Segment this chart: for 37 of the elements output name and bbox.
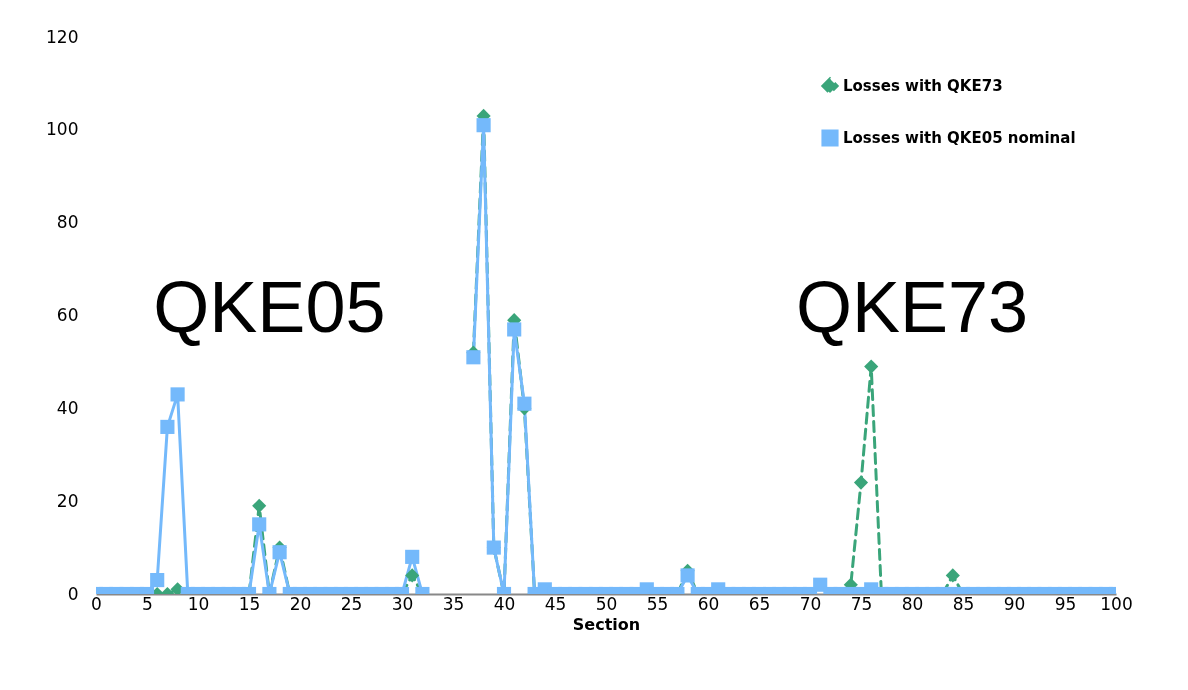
y-tick-label: 100 <box>46 119 79 140</box>
x-tick-label: 85 <box>952 593 975 614</box>
x-tick-label: 30 <box>391 593 414 614</box>
x-tick-label: 40 <box>493 593 516 614</box>
point <box>405 568 420 583</box>
y-tick-label: 40 <box>56 397 79 418</box>
x-tick-label: 65 <box>748 593 771 614</box>
y-tick-label: 80 <box>56 212 79 233</box>
x-tick-label: 95 <box>1054 593 1077 614</box>
x-tick-label: 5 <box>142 593 153 614</box>
x-tick-label: 0 <box>91 593 102 614</box>
x-tick-label: 20 <box>289 593 312 614</box>
y-tick-label: 120 <box>46 26 79 47</box>
x-tick-label: 15 <box>238 593 261 614</box>
point <box>252 498 267 513</box>
x-tick-label: 10 <box>187 593 210 614</box>
x-axis-title: Section <box>572 614 641 634</box>
y-tick-label: 60 <box>56 305 79 325</box>
legend-label: Losses with QKE73 <box>843 77 1003 95</box>
x-tick-label: 50 <box>595 593 618 614</box>
legend-label: Losses with QKE05 nominal <box>843 129 1076 147</box>
x-tick-label: 60 <box>697 593 720 614</box>
x-tick-label: 90 <box>1003 593 1026 614</box>
point <box>853 475 869 490</box>
x-tick-label: 80 <box>901 593 924 614</box>
annotation: QKE73 <box>795 266 1029 347</box>
x-tick-label: 70 <box>799 593 822 614</box>
annotation: QKE05 <box>153 266 386 347</box>
x-tick-label: 100 <box>1100 593 1133 614</box>
x-tick-label: 75 <box>850 593 873 614</box>
x-tick-label: 25 <box>340 593 363 614</box>
x-tick-label: 35 <box>442 593 465 614</box>
x-tick-label: 55 <box>646 593 669 614</box>
point <box>864 359 879 374</box>
point <box>945 568 960 583</box>
y-tick-label: 20 <box>56 490 79 511</box>
x-tick-label: 45 <box>544 593 567 614</box>
